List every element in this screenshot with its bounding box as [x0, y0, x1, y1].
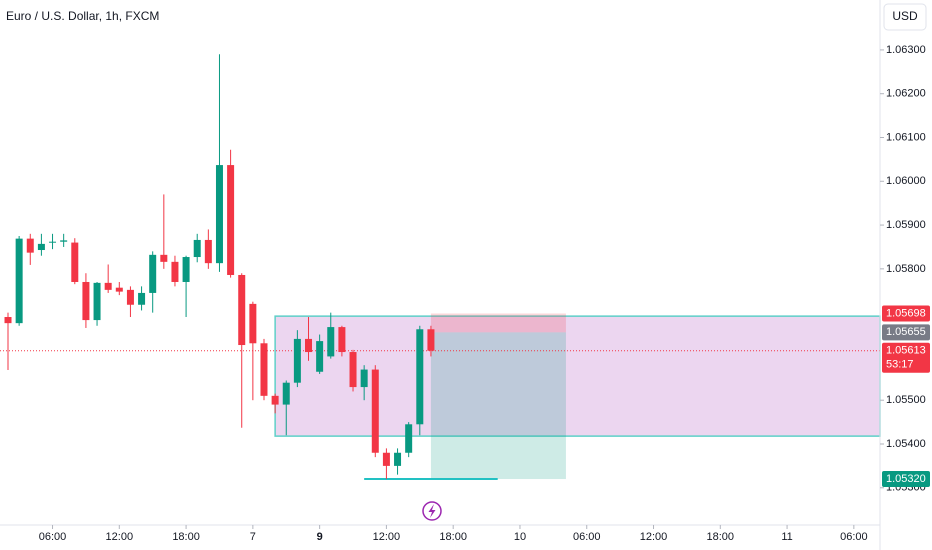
x-tick-label: 7	[250, 531, 256, 543]
x-tick-label: 10	[514, 531, 526, 543]
candle-body	[149, 254, 157, 293]
candle-body	[115, 287, 123, 292]
candle-body	[405, 424, 413, 453]
candle-body	[282, 382, 290, 405]
candle-body	[416, 329, 424, 425]
candle-body	[171, 261, 179, 282]
y-tick-label: 1.06000	[886, 175, 926, 187]
y-tick-label: 1.06200	[886, 88, 926, 100]
candle-body	[126, 289, 134, 305]
candle-body	[360, 369, 368, 388]
candle-body	[204, 239, 212, 264]
candle-body	[15, 238, 23, 324]
x-tick-label: 18:00	[707, 531, 735, 543]
candle-body	[26, 238, 34, 253]
y-tick-label: 1.06300	[886, 44, 926, 56]
candle-body	[305, 338, 313, 353]
price-label-bg	[882, 324, 930, 341]
candle-body	[49, 241, 57, 243]
alert-bolt[interactable]	[428, 504, 436, 518]
candle-body	[138, 292, 146, 305]
candle-body	[349, 352, 357, 388]
candle-body	[371, 369, 379, 453]
y-tick-label: 1.05800	[886, 263, 926, 275]
price-label: 1.05698	[886, 307, 926, 319]
y-tick-label: 1.05900	[886, 219, 926, 231]
candle-body	[227, 165, 235, 275]
price-label-bg	[882, 305, 930, 322]
candle-body	[182, 257, 190, 282]
chart-title: Euro / U.S. Dollar, 1h, FXCM	[6, 9, 159, 23]
candle-body	[104, 282, 112, 290]
price-countdown: 53:17	[886, 359, 914, 371]
x-tick-label: 12:00	[373, 531, 401, 543]
currency-label[interactable]: USD	[892, 9, 918, 23]
alert-icon[interactable]	[422, 501, 442, 521]
candle-body	[260, 343, 268, 396]
currency-button[interactable]	[883, 3, 927, 31]
candle-body	[316, 341, 324, 372]
x-tick-label: 06:00	[573, 531, 601, 543]
candle-body	[93, 282, 101, 321]
x-tick-label: 18:00	[439, 531, 467, 543]
candle-body	[60, 240, 68, 242]
candle-body	[215, 165, 223, 264]
candle-body	[249, 303, 257, 344]
y-tick-label: 1.05400	[886, 438, 926, 450]
candle-body	[327, 327, 335, 357]
candle-body	[238, 274, 246, 346]
x-tick-label: 9	[317, 531, 323, 543]
candle-body	[338, 327, 346, 353]
x-tick-label: 06:00	[39, 531, 67, 543]
candle-body	[160, 254, 168, 262]
candle-body	[71, 242, 79, 282]
candle-body	[37, 243, 45, 251]
y-tick-label: 1.05500	[886, 394, 926, 406]
x-tick-label: 11	[781, 531, 792, 543]
price-label: 1.05613	[886, 345, 926, 357]
candle-body	[427, 329, 435, 351]
candle-body	[382, 452, 390, 466]
x-tick-label: 12:00	[640, 531, 668, 543]
price-label-bg	[882, 471, 930, 488]
price-label: 1.05320	[886, 473, 926, 485]
y-tick-label: 1.06100	[886, 131, 926, 143]
price-label-bg	[882, 342, 930, 373]
stop-region	[430, 313, 566, 333]
price-label: 1.05655	[886, 326, 926, 338]
candle-body	[394, 452, 402, 466]
x-tick-label: 12:00	[106, 531, 134, 543]
candle-body	[4, 317, 12, 324]
plot-area	[0, 54, 881, 481]
candle-body	[193, 239, 201, 258]
x-tick-label: 18:00	[172, 531, 200, 543]
candle-body	[82, 281, 90, 321]
candle-body	[293, 338, 301, 383]
target-region	[430, 332, 566, 480]
candle-body	[271, 395, 279, 405]
x-tick-label: 06:00	[840, 531, 868, 543]
